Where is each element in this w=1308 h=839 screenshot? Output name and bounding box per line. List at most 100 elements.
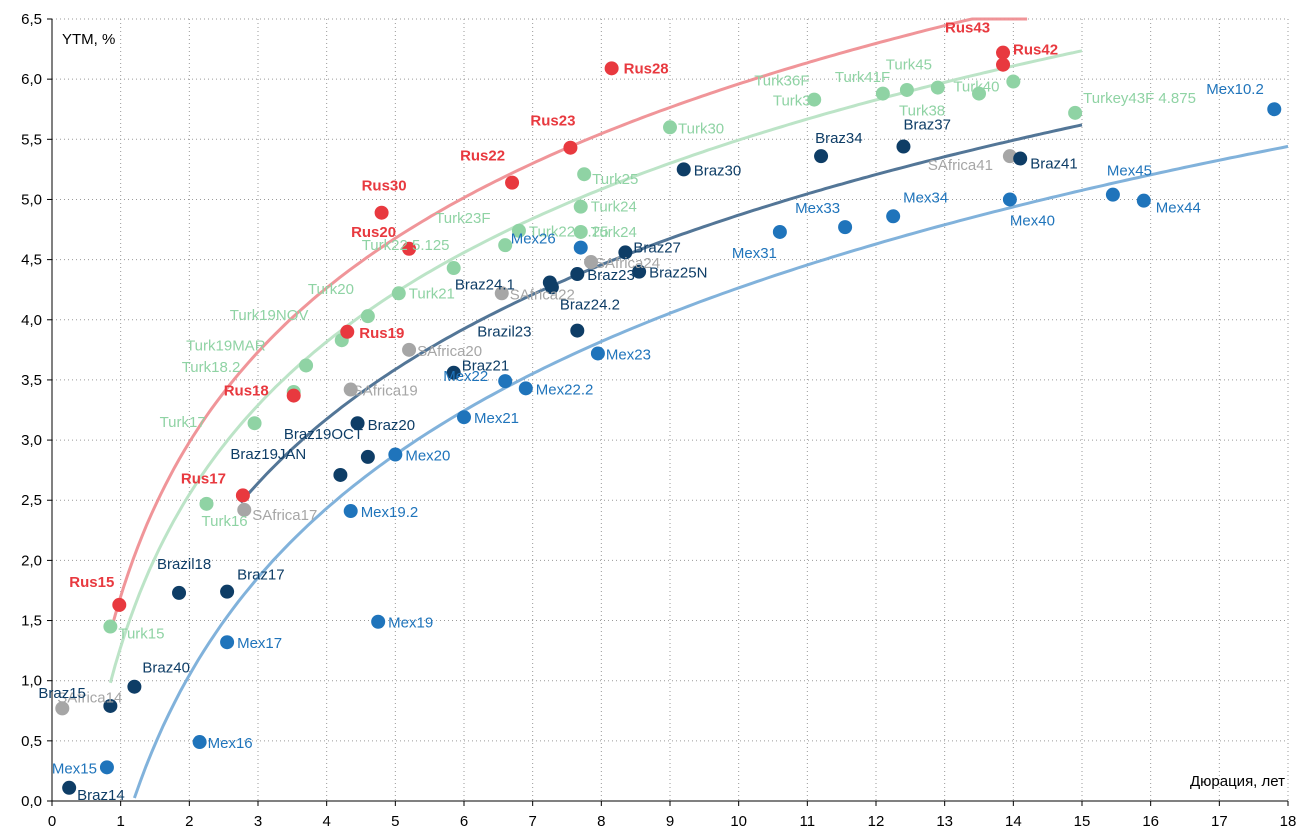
point-label-turkey: Turk45 bbox=[886, 57, 932, 74]
point-turkey bbox=[391, 286, 406, 301]
point-turkey bbox=[360, 309, 375, 324]
point-label-mexico: Mex45 bbox=[1107, 163, 1152, 180]
y-tick-label: 5,5 bbox=[21, 131, 42, 148]
point-turkey bbox=[511, 223, 526, 238]
point-label-turkey: Turk30 bbox=[678, 120, 724, 137]
point-turkey bbox=[807, 92, 822, 107]
point-brazil bbox=[544, 280, 559, 295]
point-label-turkey: Turk36F bbox=[754, 73, 809, 90]
point-label-brazil: Braz17 bbox=[237, 567, 285, 584]
point-russia bbox=[340, 324, 355, 339]
point-label-brazil: Braz34 bbox=[815, 130, 863, 147]
point-label-safrica: SAfrica14 bbox=[57, 689, 122, 706]
point-label-russia: Rus19 bbox=[359, 325, 404, 342]
point-label-mexico: Mex34 bbox=[903, 189, 948, 206]
point-label-mexico: Mex19.2 bbox=[361, 504, 419, 521]
point-russia bbox=[112, 597, 127, 612]
y-tick-label: 2,5 bbox=[21, 492, 42, 509]
point-mexico bbox=[518, 381, 533, 396]
point-russia bbox=[996, 57, 1011, 72]
point-brazil bbox=[220, 584, 235, 599]
point-mexico bbox=[886, 209, 901, 224]
point-mexico bbox=[1002, 192, 1017, 207]
point-turkey bbox=[199, 496, 214, 511]
x-tick-label: 8 bbox=[597, 813, 605, 830]
x-tick-label: 3 bbox=[254, 813, 262, 830]
point-label-russia: Rus15 bbox=[69, 574, 114, 591]
point-mexico bbox=[192, 735, 207, 750]
point-russia bbox=[235, 488, 250, 503]
point-turkey bbox=[1006, 74, 1021, 89]
x-tick-label: 16 bbox=[1142, 813, 1159, 830]
point-label-brazil: Braz24.2 bbox=[560, 296, 620, 313]
point-label-turkey: Turk23F bbox=[435, 210, 490, 227]
axes: 0 1 2 3 4 5 6 7 8 9 10 11 12 13 14 15 16 17 180,00,51,01,5… bbox=[21, 11, 1296, 830]
point-safrica bbox=[494, 286, 509, 301]
point-turkey bbox=[498, 238, 513, 253]
point-label-mexico: Mex33 bbox=[795, 200, 840, 217]
y-tick-label: 4,0 bbox=[21, 312, 42, 329]
point-label-turkey: Turk21 bbox=[409, 285, 455, 302]
point-brazil bbox=[446, 365, 461, 380]
y-axis-label: YTM, % bbox=[62, 31, 115, 48]
point-mexico bbox=[220, 635, 235, 650]
point-brazil bbox=[103, 698, 118, 713]
data-labels: SAfrica14 SAfrica17 SAfrica19 SAfrica20 SAfr… bbox=[38, 20, 1263, 804]
point-brazil bbox=[333, 467, 348, 482]
x-tick-label: 9 bbox=[666, 813, 674, 830]
point-brazil bbox=[360, 449, 375, 464]
point-brazil bbox=[350, 416, 365, 431]
point-label-safrica: SAfrica20 bbox=[417, 343, 482, 360]
x-tick-label: 17 bbox=[1211, 813, 1228, 830]
point-label-brazil: Brazil18 bbox=[157, 556, 211, 573]
point-label-mexico: Mex17 bbox=[237, 635, 282, 652]
point-label-brazil: Braz37 bbox=[903, 117, 951, 134]
point-russia bbox=[402, 241, 417, 256]
point-label-turkey: Turk24 bbox=[591, 224, 637, 241]
y-tick-label: 3,0 bbox=[21, 432, 42, 449]
point-mexico bbox=[1267, 102, 1282, 117]
point-brazil bbox=[618, 245, 633, 260]
point-turkey bbox=[299, 358, 314, 373]
y-tick-label: 0,5 bbox=[21, 733, 42, 750]
point-label-mexico: Mex23 bbox=[606, 346, 651, 363]
trendline-mexico bbox=[132, 144, 1289, 799]
point-label-turkey: Turk34 bbox=[773, 93, 819, 110]
point-label-turkey: Turk16 bbox=[202, 513, 248, 530]
y-tick-label: 0,0 bbox=[21, 793, 42, 810]
point-label-mexico: Mex21 bbox=[474, 410, 519, 427]
x-tick-label: 5 bbox=[391, 813, 399, 830]
point-label-safrica: SAfrica24 bbox=[595, 255, 660, 272]
point-brazil bbox=[570, 323, 585, 338]
point-safrica bbox=[237, 502, 252, 517]
point-label-turkey: Turk18.2 bbox=[182, 359, 241, 376]
point-turkey bbox=[1068, 105, 1083, 120]
point-label-safrica: SAfrica41 bbox=[928, 157, 993, 174]
point-label-brazil: Braz19OCT bbox=[284, 426, 363, 443]
x-tick-label: 7 bbox=[528, 813, 536, 830]
point-mexico bbox=[498, 374, 513, 389]
point-label-turkey: Turk20 bbox=[308, 281, 354, 298]
x-tick-label: 1 bbox=[116, 813, 124, 830]
point-label-safrica: SAfrica22 bbox=[510, 286, 575, 303]
point-mexico bbox=[573, 240, 588, 255]
x-axis-label: Дюрация, лет bbox=[1190, 773, 1285, 790]
y-tick-label: 6,5 bbox=[21, 11, 42, 28]
x-tick-label: 4 bbox=[322, 813, 330, 830]
point-mexico bbox=[388, 447, 403, 462]
point-turkey bbox=[573, 199, 588, 214]
x-tick-label: 12 bbox=[868, 813, 885, 830]
point-brazil bbox=[896, 139, 911, 154]
point-label-russia: Rus30 bbox=[362, 178, 407, 195]
point-label-mexico: Mex15 bbox=[52, 760, 97, 777]
point-label-brazil: Braz24.1 bbox=[455, 276, 515, 293]
point-label-mexico: Mex10.2 bbox=[1206, 81, 1264, 98]
x-tick-label: 2 bbox=[185, 813, 193, 830]
point-label-turkey: Turkey43F 4.875 bbox=[1083, 90, 1196, 107]
point-turkey bbox=[972, 86, 986, 101]
point-label-brazil: Braz27 bbox=[633, 239, 681, 256]
point-safrica bbox=[55, 701, 70, 716]
point-label-mexico: Mex19 bbox=[388, 615, 433, 632]
x-tick-label: 14 bbox=[1005, 813, 1022, 830]
